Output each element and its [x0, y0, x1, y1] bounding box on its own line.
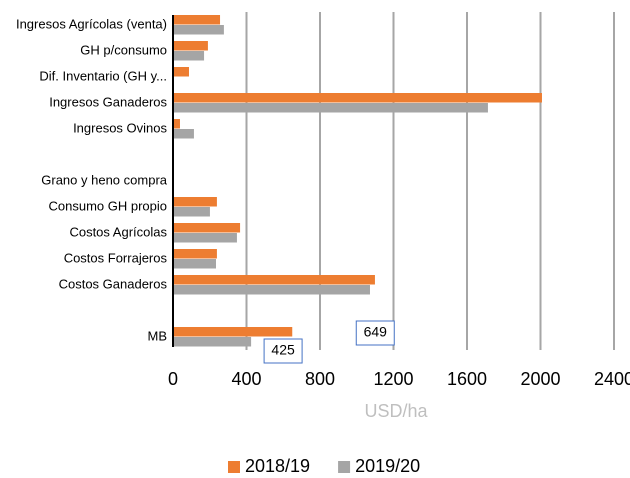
data-label-box: [263, 338, 303, 364]
data-label: 425: [271, 342, 295, 358]
x-axis-title: USD/ha: [364, 401, 428, 421]
y-tick-label: Costos Forrajeros: [64, 250, 168, 265]
y-tick-label: Ingresos Ganaderos: [49, 94, 167, 109]
y-tick-label: Ingresos Agrícolas (venta): [16, 16, 167, 31]
bar: [173, 249, 217, 259]
data-label-box: [355, 320, 395, 346]
x-tick-label: 800: [305, 369, 335, 389]
x-tick-label: 1200: [373, 369, 413, 389]
x-tick-label: 400: [231, 369, 261, 389]
x-tick-label: 2000: [520, 369, 560, 389]
bar: [173, 233, 237, 243]
x-tick-label: 1600: [447, 369, 487, 389]
bar: [173, 275, 375, 285]
y-tick-label: Grano y heno compra: [41, 172, 168, 187]
legend-swatch: [338, 461, 351, 473]
bar: [173, 259, 216, 269]
bar: [173, 93, 542, 103]
y-tick-label: Ingresos Ovinos: [73, 120, 167, 135]
legend-swatch: [228, 461, 240, 473]
bar: [173, 207, 210, 217]
y-tick-label: Dif. Inventario (GH y...: [39, 68, 167, 83]
data-label: 649: [364, 324, 388, 340]
bar: [173, 337, 252, 347]
legend-label: 2018/19: [245, 456, 310, 476]
bar: [173, 51, 205, 61]
bar: [173, 285, 370, 295]
bar: [173, 327, 293, 337]
y-tick-label: MB: [148, 328, 168, 343]
x-tick-label: 2400: [594, 369, 630, 389]
bar: [173, 41, 208, 51]
bar: [173, 67, 189, 77]
bar: [173, 15, 221, 25]
bar: [173, 103, 488, 113]
y-tick-label: Consumo GH propio: [49, 198, 168, 213]
bar: [173, 197, 217, 207]
legend-label: 2019/20: [355, 456, 420, 476]
bar: [173, 223, 241, 233]
x-tick-label: 0: [168, 369, 178, 389]
bar: [173, 129, 194, 139]
bar: [173, 119, 180, 129]
y-tick-label: GH p/consumo: [80, 42, 167, 57]
y-tick-label: Costos Ganaderos: [59, 276, 168, 291]
y-tick-label: Costos Agrícolas: [69, 224, 167, 239]
bar: [173, 25, 224, 35]
